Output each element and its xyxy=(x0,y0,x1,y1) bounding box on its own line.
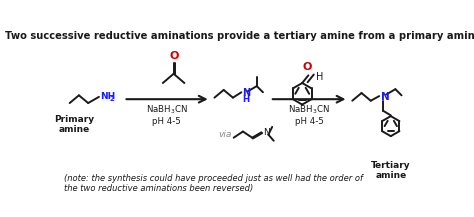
Text: NaBH$_3$CN
pH 4-5: NaBH$_3$CN pH 4-5 xyxy=(146,103,188,126)
Text: Primary
amine: Primary amine xyxy=(54,115,94,134)
Text: O: O xyxy=(303,62,312,72)
Text: Two successive reductive aminations provide a tertiary amine from a primary amin: Two successive reductive aminations prov… xyxy=(5,31,474,41)
Text: N: N xyxy=(242,88,250,98)
Text: Tertiary
amine: Tertiary amine xyxy=(371,161,410,180)
Text: NaBH$_3$CN
pH 4-5: NaBH$_3$CN pH 4-5 xyxy=(288,103,330,126)
Text: NH: NH xyxy=(100,92,115,101)
Text: N: N xyxy=(263,128,270,137)
Text: H: H xyxy=(316,72,323,82)
Text: H: H xyxy=(242,95,249,104)
Text: N: N xyxy=(381,92,390,102)
Text: 2: 2 xyxy=(109,96,114,102)
Text: O: O xyxy=(170,51,179,61)
Text: via: via xyxy=(219,130,232,139)
Text: (note: the synthesis could have proceeded just as well had the order of
the two : (note: the synthesis could have proceede… xyxy=(64,174,363,193)
